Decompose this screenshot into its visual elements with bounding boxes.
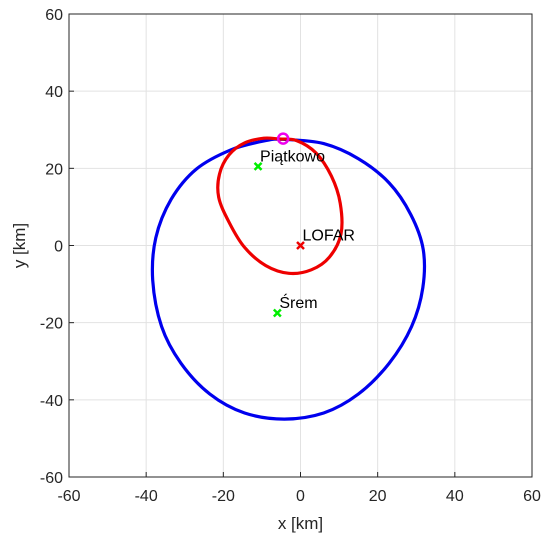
x-tick-label: -20 [212,488,235,505]
x-tick-label: 40 [446,488,464,505]
y-tick-label: -40 [40,393,63,410]
marker-label: LOFAR [303,228,355,245]
x-tick-label: 20 [369,488,387,505]
marker--rem [272,308,282,318]
special-circle-marker [276,132,290,145]
y-tick-label: -20 [40,316,63,333]
curves [150,136,427,421]
markers: Piątkowo LOFAR Śrem [253,132,355,318]
y-tick-label: 0 [54,239,63,256]
y-tick-label: 40 [45,84,63,101]
marker-lofar [296,241,305,250]
y-tick-label: -60 [40,470,63,487]
blue-curve [150,137,427,421]
y-tick-label: 20 [45,161,63,178]
marker-label: Piątkowo [260,148,325,165]
x-tick-label: 60 [523,488,541,505]
x-tick-label: 0 [296,488,305,505]
x-axis-label: x [km] [278,514,323,533]
y-tick-label: 60 [45,7,63,24]
red-curve [216,136,344,276]
x-tick-label: -60 [57,488,80,505]
marker-label: Śrem [279,293,317,312]
x-tick-label: -40 [135,488,158,505]
axis-ticks: -60 -40 -20 0 20 40 60 -60 -40 -20 0 20 40 60 [40,7,541,505]
y-axis-label: y [km] [10,223,29,268]
marker-pi-tkowo [253,162,263,171]
